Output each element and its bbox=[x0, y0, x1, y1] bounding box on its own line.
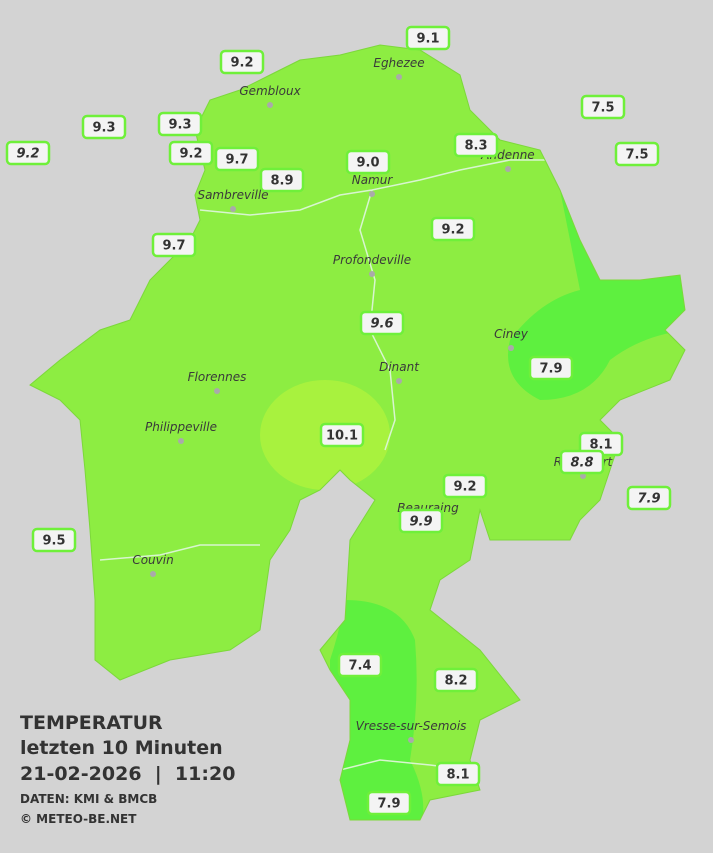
city-name: Gembloux bbox=[239, 84, 301, 98]
station-box bbox=[31, 527, 77, 553]
city-name: Namur bbox=[352, 173, 394, 187]
station-box bbox=[157, 111, 203, 137]
station-temperature: 9.6 bbox=[370, 317, 393, 332]
station-temperature: 8.1 bbox=[589, 438, 612, 453]
station-box bbox=[433, 667, 479, 693]
station-temperature: 9.3 bbox=[92, 121, 115, 136]
station-temperature: 8.9 bbox=[270, 174, 293, 189]
station-temperature: 9.1 bbox=[416, 32, 439, 47]
city-dot bbox=[369, 191, 375, 197]
station-temperature: 7.5 bbox=[591, 101, 614, 116]
city-dot bbox=[408, 737, 414, 743]
legend-datetime: 21-02-2026 | 11:20 bbox=[20, 763, 235, 785]
river bbox=[99, 544, 260, 561]
city-dot bbox=[369, 271, 375, 277]
city-dot bbox=[396, 378, 402, 384]
legend-title: TEMPERATUR bbox=[20, 712, 163, 734]
city-name: Ciney bbox=[494, 327, 529, 341]
city-dot bbox=[396, 74, 402, 80]
station-temperature: 9.2 bbox=[453, 480, 476, 495]
city-name: Florennes bbox=[188, 370, 247, 384]
station-temperature: 9.0 bbox=[356, 156, 379, 171]
station-temperature: 8.2 bbox=[444, 674, 467, 689]
station-box bbox=[151, 232, 197, 258]
station-temperature: 9.7 bbox=[162, 239, 185, 254]
station-box bbox=[580, 94, 626, 120]
cool-zone bbox=[508, 190, 685, 400]
station-temperature: 7.4 bbox=[348, 659, 371, 674]
station-box bbox=[5, 140, 51, 166]
station-box bbox=[614, 141, 660, 167]
station-temperature: 10.1 bbox=[326, 429, 358, 444]
station-box bbox=[559, 449, 605, 475]
city-name: Vresse-sur-Semois bbox=[356, 719, 467, 733]
legend-subtitle: letzten 10 Minuten bbox=[20, 737, 223, 759]
city-dot bbox=[178, 438, 184, 444]
city-dot bbox=[214, 388, 220, 394]
station-temperature: 9.2 bbox=[179, 147, 202, 162]
station-temperature: 7.5 bbox=[625, 148, 648, 163]
station-box bbox=[626, 485, 672, 511]
city-dot bbox=[267, 102, 273, 108]
legend-copyright: © METEO-BE.NET bbox=[20, 812, 137, 826]
station-box bbox=[435, 761, 481, 787]
city-dot bbox=[150, 571, 156, 577]
station-box bbox=[168, 140, 214, 166]
stations: 9.1 9.2 7.5 9.3 9.3 9.2 9.2 9.7 8.3 7.5 9.0 8.9 9.2 9… bbox=[5, 25, 672, 816]
city-name: Eghezee bbox=[373, 56, 424, 70]
legend-source: DATEN: KMI & BMCB bbox=[20, 792, 157, 806]
station-temperature: 8.1 bbox=[446, 768, 469, 783]
city-dot bbox=[580, 473, 586, 479]
city-name: Philippeville bbox=[145, 420, 217, 434]
city-name: Sambreville bbox=[197, 188, 268, 202]
station-box bbox=[453, 132, 499, 158]
station-temperature: 7.9 bbox=[637, 492, 660, 507]
station-box bbox=[214, 146, 260, 172]
station-temperature: 9.2 bbox=[230, 56, 253, 71]
city-dot bbox=[508, 345, 514, 351]
station-box bbox=[359, 310, 405, 336]
station-temperature: 9.7 bbox=[225, 153, 248, 168]
station-temperature: 9.2 bbox=[16, 147, 39, 162]
station-box bbox=[528, 355, 574, 381]
station-box bbox=[219, 49, 265, 75]
city-name: Couvin bbox=[132, 553, 173, 567]
station-box bbox=[345, 149, 391, 175]
city-dot bbox=[505, 166, 511, 172]
station-box bbox=[430, 216, 476, 242]
city-name: Profondeville bbox=[333, 253, 411, 267]
station-temperature: 9.2 bbox=[441, 223, 464, 238]
station-box bbox=[398, 508, 444, 534]
station-temperature: 8.3 bbox=[464, 139, 487, 154]
station-temperature: 9.5 bbox=[42, 534, 65, 549]
station-temperature: 7.9 bbox=[539, 362, 562, 377]
station-box bbox=[319, 422, 365, 448]
legend: TEMPERATUR letzten 10 Minuten 21-02-2026… bbox=[20, 712, 235, 826]
city-dot bbox=[230, 206, 236, 212]
station-box bbox=[337, 652, 383, 678]
station-temperature: 9.9 bbox=[409, 515, 432, 530]
station-temperature: 8.8 bbox=[570, 456, 593, 471]
station-box bbox=[366, 790, 412, 816]
station-temperature: 9.3 bbox=[168, 118, 191, 133]
city-name: Dinant bbox=[379, 360, 420, 374]
station-box bbox=[442, 473, 488, 499]
station-box bbox=[405, 25, 451, 51]
station-temperature: 7.9 bbox=[377, 797, 400, 812]
station-box bbox=[259, 167, 305, 193]
station-box bbox=[81, 114, 127, 140]
